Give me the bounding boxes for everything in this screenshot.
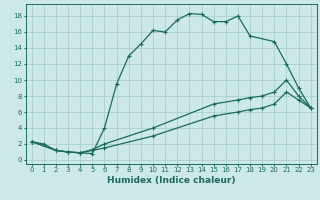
X-axis label: Humidex (Indice chaleur): Humidex (Indice chaleur)	[107, 176, 236, 185]
